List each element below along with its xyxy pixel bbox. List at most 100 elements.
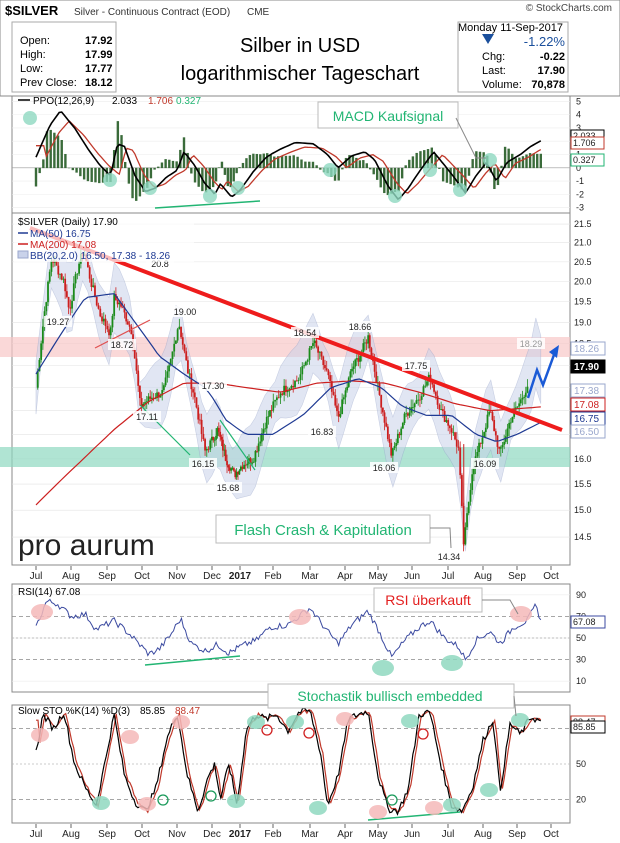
x-axis-label: Aug xyxy=(62,571,80,582)
x-axis-label: Jun xyxy=(404,571,420,582)
sto-highlight-circle xyxy=(480,783,498,797)
support-zone xyxy=(0,447,570,467)
price-candle xyxy=(524,392,527,397)
price-candle xyxy=(405,413,408,415)
ppo-histogram-bar xyxy=(153,167,156,170)
sto-highlight-circle xyxy=(443,798,461,812)
ppo-histogram-bar xyxy=(348,155,351,169)
ppo-histogram-bar xyxy=(42,159,45,169)
sto-highlight-circle xyxy=(336,712,354,726)
x-axis-label: Jul xyxy=(442,829,455,840)
price-candle xyxy=(140,398,143,407)
price-tick-label: 21.5 xyxy=(574,219,592,229)
x-axis-bottom: Jul Aug Sep Oct Nov Dec 2017 Feb Mar Apr May Jun Jul… xyxy=(30,824,559,840)
ppo-histogram-bar xyxy=(441,167,445,182)
ppo-histogram-bar xyxy=(235,167,238,174)
price-candle xyxy=(431,381,434,385)
rsi-tick-label: 10 xyxy=(576,676,586,686)
price-candle xyxy=(269,410,271,417)
ppo-histogram-bar xyxy=(175,161,178,169)
point-label-bg xyxy=(44,316,72,327)
rsi-highlight-circle xyxy=(372,660,394,676)
ppo-highlight-circle xyxy=(483,153,497,167)
price-candle xyxy=(408,412,411,416)
price-candle xyxy=(254,450,257,462)
price-candle xyxy=(195,397,198,408)
ppo-tag-label: 0.327 xyxy=(573,155,596,165)
price-candle xyxy=(78,263,80,274)
price-candle xyxy=(135,358,138,371)
price-candle xyxy=(469,490,472,502)
ppo-tick-label: -2 xyxy=(576,189,584,199)
price-candle xyxy=(243,464,246,469)
x-axis-label: Oct xyxy=(134,571,150,582)
price-candle xyxy=(90,278,93,287)
ppo-histogram-bar xyxy=(266,153,269,169)
ppo-histogram-bar xyxy=(131,167,134,199)
price-panel: 20.8 19.27 18.72 19.00 17.30 17.11 16.15 15.68 1… xyxy=(0,212,606,566)
ppo-histogram-bar xyxy=(193,167,197,183)
price-candle xyxy=(521,397,524,400)
price-candle xyxy=(106,326,109,330)
price-candle xyxy=(133,347,136,359)
ppo-histogram-bar xyxy=(75,167,78,173)
ppo-histogram-bar xyxy=(386,167,390,196)
price-candle xyxy=(464,527,467,545)
ppo-histogram-bar xyxy=(419,151,422,169)
price-legend-bb: BB(20,2.0) 16.50, 17.38 - 18.26 xyxy=(30,251,171,262)
price-candle xyxy=(237,472,239,475)
price-candle xyxy=(87,260,89,268)
x-axis-label: Jul xyxy=(30,829,43,840)
price-candle xyxy=(448,425,451,429)
sto-tag-box xyxy=(570,720,606,734)
price-tick-label: 19.0 xyxy=(574,317,592,327)
price-candle xyxy=(114,294,117,301)
price-candle xyxy=(359,355,361,362)
price-candle xyxy=(205,448,208,451)
price-candle xyxy=(59,273,61,275)
price-candle xyxy=(279,393,282,398)
price-tag-label: 17.90 xyxy=(574,362,599,373)
rsi-line xyxy=(35,598,542,661)
price-candle xyxy=(173,343,176,352)
ppo-histogram-bar xyxy=(460,167,463,190)
x-axis-label: Sep xyxy=(98,571,116,582)
price-candle xyxy=(380,394,383,408)
value-volume: 70,878 xyxy=(531,79,565,91)
ppo-histogram-bar xyxy=(475,151,478,169)
ppo-highlight-circle xyxy=(23,111,37,125)
ppo-histogram-bar xyxy=(211,167,215,188)
ppo-tick-label: -1 xyxy=(576,176,584,186)
price-candle xyxy=(145,401,148,403)
watermark-logo: pro aurum xyxy=(18,529,155,562)
ppo-histogram-bar xyxy=(445,167,449,183)
price-candle xyxy=(64,278,67,292)
price-candle xyxy=(285,385,287,393)
price-candle xyxy=(164,377,167,386)
price-candle xyxy=(415,400,418,404)
price-candle xyxy=(367,335,370,344)
price-candle xyxy=(454,432,456,440)
ppo-histogram-bar xyxy=(71,167,74,171)
price-candle xyxy=(246,463,249,466)
ppo-histogram-bar xyxy=(179,149,182,169)
price-candle xyxy=(479,442,482,444)
ppo-histogram-bar xyxy=(171,160,175,169)
sto-highlight-circle xyxy=(172,715,190,729)
ppo-highlight-circle xyxy=(203,189,217,203)
ppo-histogram-bar xyxy=(60,139,63,169)
price-candle xyxy=(113,294,116,316)
price-point-label: 15.68 xyxy=(217,483,240,493)
price-candle xyxy=(434,391,437,396)
price-point-label: 17.30 xyxy=(202,381,225,391)
price-candle xyxy=(180,326,182,338)
sto-legend-v2: 88.47 xyxy=(175,706,200,717)
x-axis-label: Aug xyxy=(62,829,80,840)
price-candle xyxy=(111,315,114,328)
ppo-histogram-bar xyxy=(400,167,404,179)
label-low: Low: xyxy=(20,63,43,75)
price-tag-box xyxy=(570,424,606,439)
price-candle xyxy=(506,428,509,437)
price-point-label: 20.8 xyxy=(151,259,169,269)
price-candle xyxy=(169,359,172,366)
